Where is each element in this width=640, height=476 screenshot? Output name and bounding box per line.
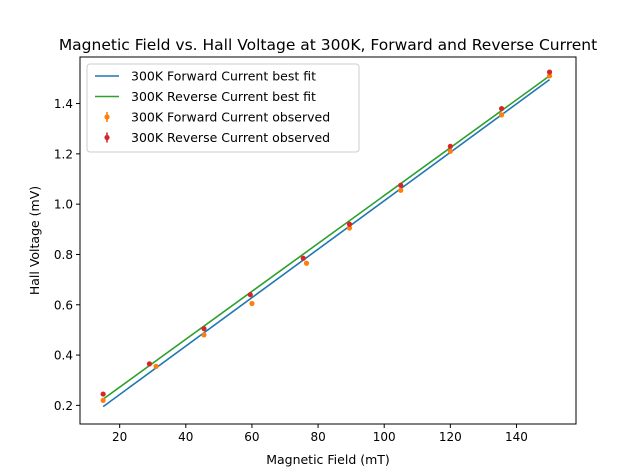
data-point — [201, 326, 207, 332]
chart-title: Magnetic Field vs. Hall Voltage at 300K,… — [59, 36, 597, 54]
legend-marker-swatch — [104, 114, 110, 120]
y-tick-label: 0.4 — [54, 349, 73, 363]
legend-marker-swatch — [104, 134, 110, 141]
series-layer — [100, 69, 553, 408]
x-tick-label: 140 — [505, 430, 528, 444]
legend-label: 300K Forward Current best fit — [131, 69, 316, 84]
y-tick-label: 1.2 — [54, 147, 73, 161]
data-point — [247, 292, 253, 298]
x-tick-label: 40 — [178, 430, 193, 444]
data-point — [546, 69, 553, 75]
y-tick-label: 1.0 — [54, 198, 73, 212]
legend: 300K Forward Current best fit 300K Revers… — [86, 63, 360, 153]
data-point — [100, 391, 106, 397]
y-tick-label: 1.4 — [54, 97, 73, 111]
data-point — [201, 332, 207, 338]
y-axis: 0.2 0.4 0.6 0.8 1.0 1.2 1.4 — [54, 97, 80, 413]
x-tick-label: 100 — [373, 430, 396, 444]
x-axis: 20 40 60 80 100 120 140 — [112, 424, 528, 444]
legend-box — [86, 63, 360, 153]
data-point — [346, 221, 353, 227]
legend-label: 300K Reverse Current observed — [131, 130, 330, 145]
data-point — [398, 187, 404, 193]
y-axis-label: Hall Voltage (mV) — [27, 186, 42, 295]
x-tick-label: 80 — [310, 430, 325, 444]
data-point — [100, 397, 106, 403]
data-point — [249, 300, 255, 307]
data-point — [398, 182, 404, 188]
data-point — [499, 112, 505, 118]
x-tick-label: 120 — [439, 430, 462, 444]
data-point — [300, 255, 306, 261]
fit-line — [102, 78, 551, 408]
legend-items: 300K Forward Current best fit 300K Revers… — [95, 69, 330, 145]
data-point — [499, 105, 505, 112]
data-point — [447, 148, 453, 154]
y-tick-label: 0.2 — [54, 399, 73, 413]
legend-label: 300K Reverse Current best fit — [131, 89, 316, 104]
data-point — [153, 363, 159, 369]
data-point — [546, 73, 553, 79]
plot-frame — [79, 56, 577, 425]
data-point — [346, 225, 353, 231]
data-point — [146, 361, 153, 367]
x-tick-label: 20 — [112, 430, 127, 444]
y-tick-label: 0.6 — [54, 298, 73, 312]
x-axis-label: Magnetic Field (mT) — [266, 452, 390, 467]
y-tick-label: 0.8 — [54, 248, 73, 262]
x-tick-label: 60 — [244, 430, 259, 444]
data-point — [447, 143, 453, 149]
legend-label: 300K Forward Current observed — [131, 110, 330, 125]
data-point — [303, 260, 310, 266]
plot-area — [79, 56, 577, 425]
fit-line — [102, 75, 551, 400]
